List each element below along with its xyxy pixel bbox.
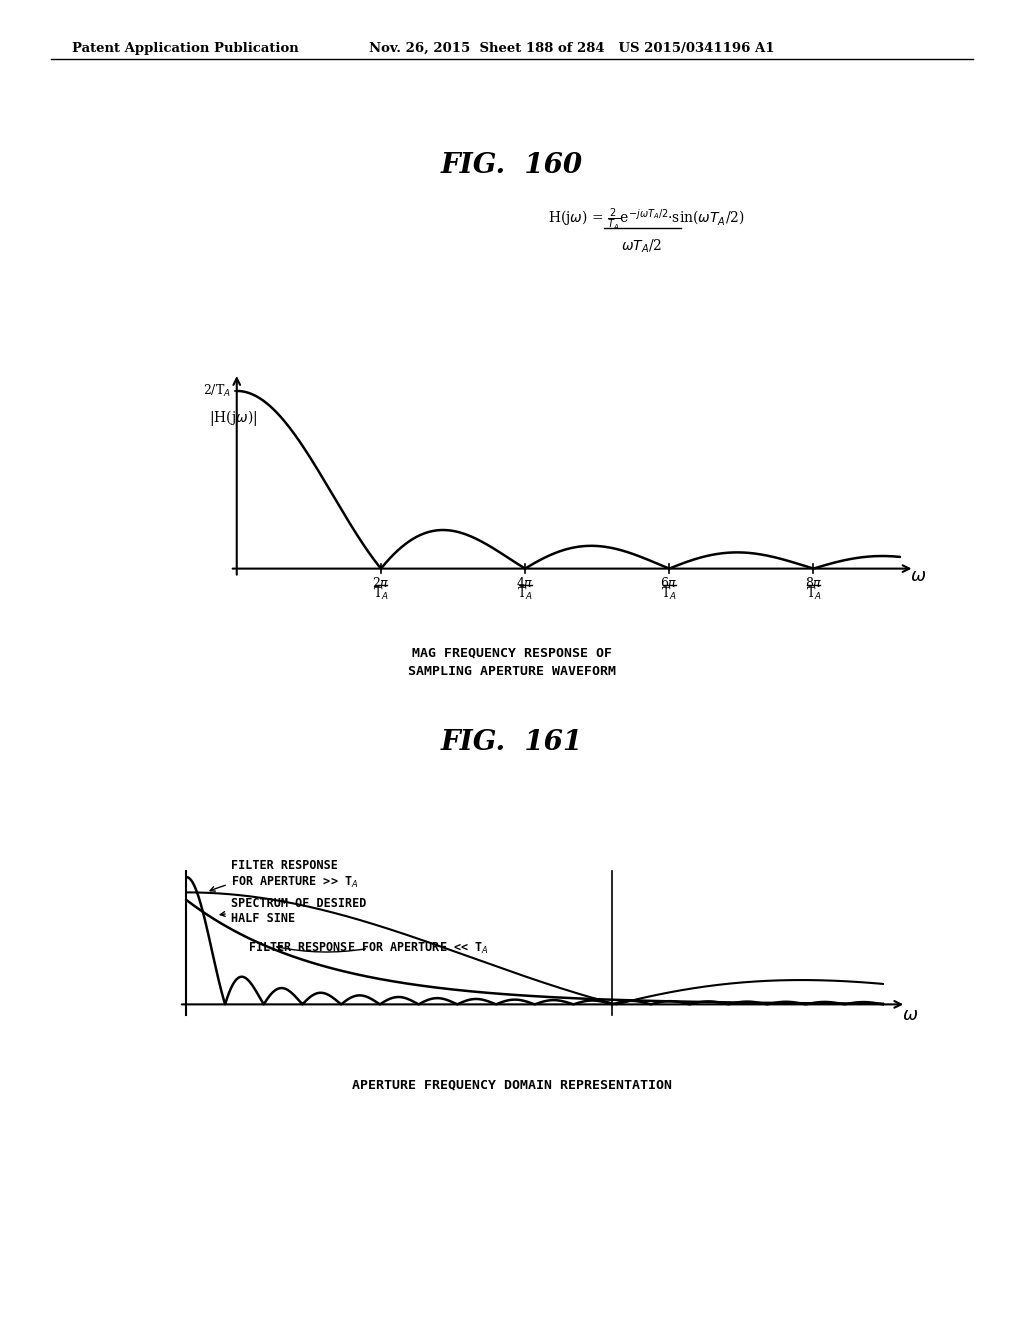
Text: |H(j$\omega$)|: |H(j$\omega$)| <box>209 408 258 428</box>
Text: H(j$\omega$) = $\frac{2}{T_A}$e$^{-j\omega T_A/2}$$\cdot$sin($\omega T_A$/2): H(j$\omega$) = $\frac{2}{T_A}$e$^{-j\ome… <box>548 207 744 234</box>
Text: T$_A$: T$_A$ <box>517 586 534 602</box>
Text: 6$\pi$: 6$\pi$ <box>660 576 678 590</box>
Text: 4$\pi$: 4$\pi$ <box>516 576 534 590</box>
Text: 2$\pi$: 2$\pi$ <box>372 576 390 590</box>
Text: 8$\pi$: 8$\pi$ <box>805 576 822 590</box>
Text: 2/T$_A$: 2/T$_A$ <box>203 383 231 399</box>
Text: T$_A$: T$_A$ <box>806 586 821 602</box>
Text: Nov. 26, 2015  Sheet 188 of 284   US 2015/0341196 A1: Nov. 26, 2015 Sheet 188 of 284 US 2015/0… <box>369 42 774 55</box>
Text: MAG FREQUENCY RESPONSE OF
SAMPLING APERTURE WAVEFORM: MAG FREQUENCY RESPONSE OF SAMPLING APERT… <box>408 647 616 677</box>
Text: FILTER RESPONSE FOR APERTURE << T$_A$: FILTER RESPONSE FOR APERTURE << T$_A$ <box>248 941 488 956</box>
Text: FIG.  161: FIG. 161 <box>441 729 583 755</box>
Text: T$_A$: T$_A$ <box>373 586 389 602</box>
Text: FIG.  160: FIG. 160 <box>441 152 583 178</box>
Text: $\omega T_A$/2: $\omega T_A$/2 <box>622 238 663 255</box>
Text: $\omega$: $\omega$ <box>902 1006 919 1023</box>
Text: SPECTRUM OF DESIRED
HALF SINE: SPECTRUM OF DESIRED HALF SINE <box>220 898 367 925</box>
Text: Patent Application Publication: Patent Application Publication <box>72 42 298 55</box>
Text: $\omega$: $\omega$ <box>910 568 926 585</box>
Text: T$_A$: T$_A$ <box>662 586 677 602</box>
Text: APERTURE FREQUENCY DOMAIN REPRESENTATION: APERTURE FREQUENCY DOMAIN REPRESENTATION <box>352 1078 672 1092</box>
Text: FILTER RESPONSE
FOR APERTURE >> T$_A$: FILTER RESPONSE FOR APERTURE >> T$_A$ <box>210 859 358 891</box>
